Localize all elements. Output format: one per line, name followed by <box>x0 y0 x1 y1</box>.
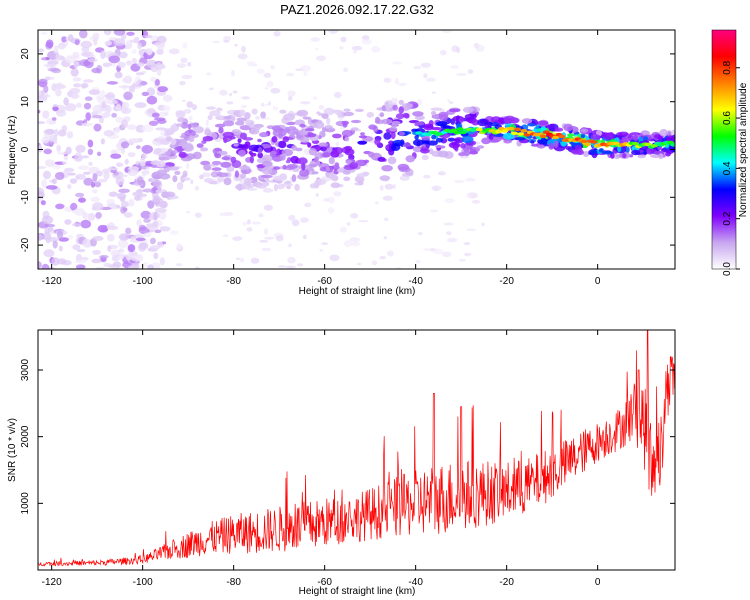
spectrogram-ylabel: Frequency (Hz) <box>7 116 18 185</box>
colorbar-label: Normalized spectral amplitude <box>738 82 749 217</box>
snr-xtick-label: 0 <box>595 577 601 588</box>
snr-xtick-label: -80 <box>226 577 241 588</box>
colorbar: 0.0 0.2 0.4 0.6 0.8 Normalized spectral ampl… <box>711 29 749 276</box>
snr-xtick-label: -120 <box>42 577 62 588</box>
colorbar-tick-label: 0.0 <box>722 262 733 276</box>
spectrogram-ytick-label: 10 <box>20 96 31 108</box>
spectrogram-ytick-label: 0 <box>20 146 31 152</box>
snr-line <box>38 330 675 567</box>
colorbar-tick-label: 0.8 <box>722 60 733 74</box>
spectrogram-ytick-label: 20 <box>20 48 31 60</box>
colorbar-gradient <box>711 29 737 270</box>
snr-ytick-label: 3000 <box>20 358 31 381</box>
snr-frame <box>37 329 676 571</box>
colorbar-tick-label: 0.2 <box>722 211 733 225</box>
spectrogram-xtick-label: -40 <box>408 276 423 287</box>
spectrogram-xtick-label: -60 <box>317 276 332 287</box>
snr-ylabel: SNR (10 * v/v) <box>7 418 18 482</box>
snr-xtick-label: -60 <box>317 577 332 588</box>
colorbar-tick-label: 0.4 <box>722 161 733 175</box>
spectrogram-heatmap <box>38 30 675 269</box>
snr-ytick-label: 1000 <box>20 492 31 515</box>
snr-xtick-label: -40 <box>408 577 423 588</box>
spectrogram-xtick-label: -120 <box>42 276 62 287</box>
spectrogram-ytick-label: -10 <box>20 190 31 205</box>
spectrogram-xtick-label: -20 <box>499 276 514 287</box>
snr-panel: -120 -100 -80 -60 -40 -20 0 1000 2000 3000 Height… <box>7 329 676 597</box>
snr-ytick-label: 2000 <box>20 425 31 448</box>
spectrogram-ytick-label: -20 <box>20 237 31 252</box>
spectrogram-xtick-label: -80 <box>226 276 241 287</box>
snr-xtick-label: -20 <box>499 577 514 588</box>
spectrogram-xtick-label: -100 <box>133 276 153 287</box>
colorbar-tick-label: 0.6 <box>722 111 733 125</box>
snr-xtick-label: -100 <box>133 577 153 588</box>
figure-title: PAZ1.2026.092.17.22.G32 <box>280 2 434 17</box>
spectrogram-xlabel: Height of straight line (km) <box>299 286 416 297</box>
snr-xlabel: Height of straight line (km) <box>299 586 416 597</box>
spectrogram-xtick-label: 0 <box>595 276 601 287</box>
